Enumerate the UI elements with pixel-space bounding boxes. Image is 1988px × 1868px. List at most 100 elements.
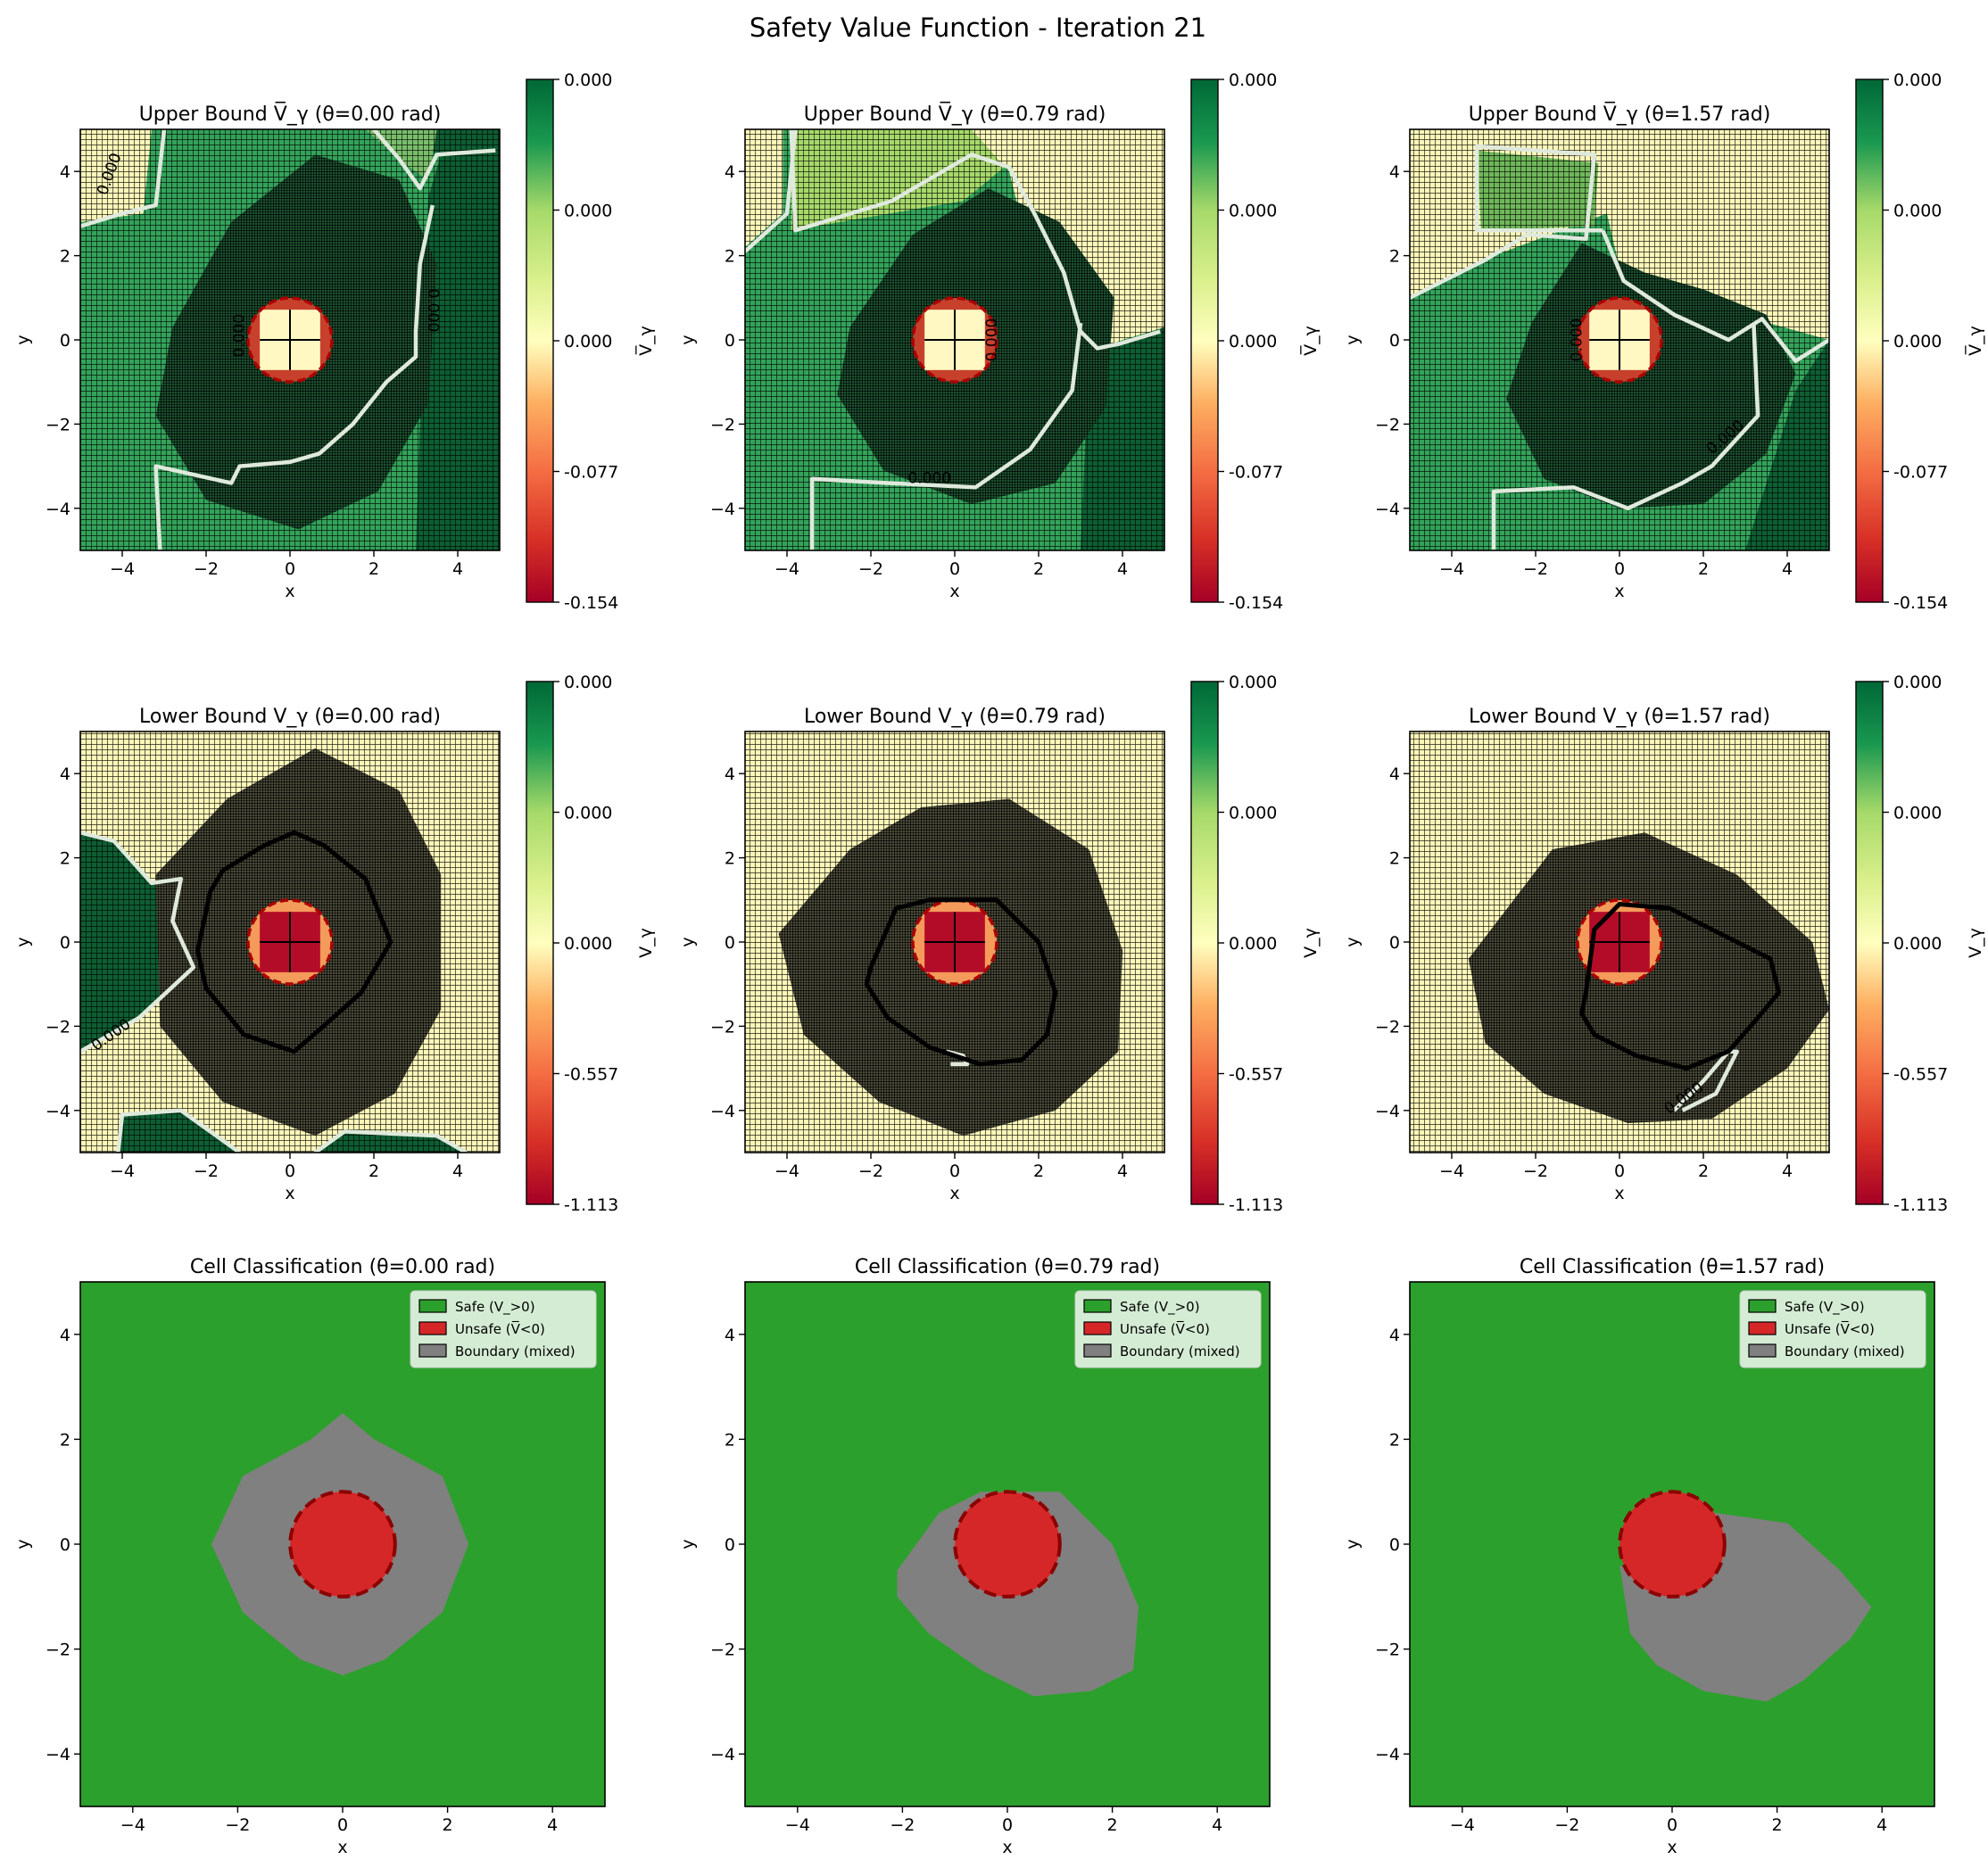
colorbar-tick-label: -0.077 [1229,463,1283,483]
plot-area: 0.000 0.000 [745,129,1164,550]
x-tick-label: 2 [1698,559,1709,579]
y-tick-label: 0 [1389,331,1400,351]
x-tick-label: 4 [452,1161,463,1181]
zero-contour [80,129,167,228]
y-tick-label: 2 [725,849,735,869]
y-tick-label: 4 [60,1326,70,1345]
y-axis-label: y [678,1539,698,1549]
y-tick-label: −4 [710,1102,735,1121]
x-tick-label: −2 [1523,559,1548,579]
legend-label: Safe (V_>0) [1120,1299,1200,1316]
colorbar-label: V_γ [636,928,656,958]
zero-contour [1672,1049,1739,1112]
y-tick-label: 0 [60,933,70,953]
x-tick-label: 2 [369,1161,379,1181]
y-tick-label: −4 [46,500,70,519]
y-tick-label: 4 [1389,1326,1400,1345]
colorbar-tick-label: 0.000 [1893,673,1942,692]
legend-label: Unsafe (V̅<0) [1120,1320,1210,1337]
subplot-1: 0.000 0.000 0.000 −4 −2 0 2 4 −4 −2 0 2 4 Upper Bound… [13,70,656,613]
y-tick-label: 0 [60,1535,70,1555]
x-axis-label: x [1667,1838,1677,1857]
colorbar: 0.000 0.000 0.000 -0.077 -0.154 V̅_γ [1855,70,1985,613]
colorbar-gradient [526,681,554,1205]
x-axis-label: x [285,582,294,601]
colorbar-tick-label: -0.077 [564,463,618,483]
legend-label: Boundary (mixed) [1785,1343,1905,1360]
obstacle-outline [911,296,998,384]
colorbar-label: V̅_γ [634,326,656,356]
colorbar-tick-label: 0.000 [564,332,612,351]
y-axis-label: y [1343,1539,1363,1549]
subplot-5: −4 −2 0 2 4 −4 −2 0 2 4 Lower Bound V_γ (θ=0.79 ra… [678,673,1321,1215]
y-tick-label: −2 [1375,1641,1400,1660]
obstacle-outline [246,296,334,384]
subplot-2: 0.000 0.000 −4 −2 0 2 4 −4 −2 0 2 4 Upper Bound V̅_γ… [678,70,1321,613]
subplot-6: 0.000 −4 −2 0 2 4 −4 −2 0 2 4 Lower Bound V_γ (θ=1.… [1343,673,1985,1215]
colorbar-tick-label: 0.000 [1229,934,1277,954]
x-tick-label: 0 [1614,559,1625,579]
x-tick-label: 4 [1876,1815,1887,1835]
obstacle-outline [288,1490,397,1599]
legend-frame [1074,1290,1262,1368]
x-tick-label: −2 [858,1161,883,1181]
obstacle-outline [1576,296,1663,384]
legend-swatch [1748,1299,1777,1313]
colorbar-tick-label: 0.000 [1229,202,1277,221]
x-tick-label: 0 [1614,1161,1625,1181]
x-tick-label: 4 [547,1815,558,1835]
colorbar-tick-label: 0.000 [564,70,612,90]
x-tick-label: 4 [452,559,463,579]
y-tick-label: 4 [1389,765,1400,784]
y-tick-label: −4 [1375,500,1400,519]
x-tick-label: −4 [1439,559,1464,579]
y-tick-label: −2 [1375,415,1400,434]
x-axis-label: x [1002,1838,1012,1857]
legend-frame [410,1290,597,1368]
colorbar-tick-label: 0.000 [1893,70,1942,90]
colorbar-tick-label: -0.557 [564,1065,618,1085]
y-tick-label: 0 [725,331,735,351]
subplot-title: Cell Classification (θ=0.00 rad) [190,1256,495,1278]
x-tick-label: 4 [1117,559,1128,579]
x-tick-label: 4 [1782,559,1793,579]
y-tick-label: −2 [710,1017,735,1037]
y-tick-label: −4 [1375,1745,1400,1765]
y-tick-label: −2 [1375,1017,1400,1037]
y-tick-label: −4 [46,1745,70,1765]
zero-contour [1601,229,1829,363]
boundary-region [1619,1512,1872,1702]
legend-swatch [1083,1299,1112,1313]
plot-area [80,1282,605,1806]
x-tick-label: 0 [949,1161,960,1181]
legend-label: Boundary (mixed) [455,1343,576,1360]
colorbar-tick-label: 0.000 [1229,332,1277,351]
y-tick-label: −2 [710,1641,735,1660]
contour-label: 0.000 [1569,318,1586,362]
y-axis-label: y [13,937,33,946]
colorbar-tick-label: -1.113 [1229,1195,1283,1215]
obstacle-outline [1576,898,1663,986]
zero-contour [809,322,1083,550]
y-tick-label: −2 [710,415,735,434]
colorbar: 0.000 0.000 0.000 -0.077 -0.154 V̅_γ [1190,70,1321,613]
subplot-4: 0.000 −4 −2 0 2 4 −4 −2 0 2 4 Lower Bound V_γ (θ=0.… [13,673,656,1215]
colorbar: 0.000 0.000 0.000 -0.077 -0.154 V̅_γ [526,70,656,613]
x-tick-label: 0 [285,559,295,579]
y-axis-label: y [1343,937,1363,946]
y-tick-label: 2 [1389,247,1400,267]
colorbar-tick-label: -0.077 [1893,463,1948,483]
y-tick-label: −2 [46,1641,70,1660]
colorbar-label: V̅_γ [1299,326,1321,356]
x-tick-label: 2 [369,559,379,579]
plot-area: 0.000 [80,731,500,1153]
contour-label: 0.000 [424,289,442,333]
colorbar-tick-label: 0.000 [1229,70,1277,90]
x-tick-label: −4 [110,1161,135,1181]
unsafe-region [1619,1492,1725,1597]
x-tick-label: 2 [1033,559,1044,579]
colorbar-tick-label: -1.113 [564,1195,618,1215]
